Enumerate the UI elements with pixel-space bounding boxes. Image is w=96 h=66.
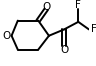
Text: F: F [75,0,81,10]
Text: O: O [3,31,11,41]
Text: F: F [91,24,96,34]
Text: O: O [60,45,68,55]
Text: O: O [42,2,50,12]
